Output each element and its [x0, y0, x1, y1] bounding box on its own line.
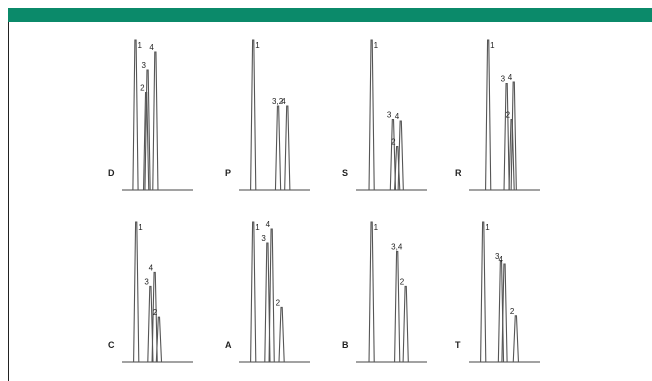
chromatogram-panel-A: A 134 2 [225, 220, 310, 363]
panel-label: S [342, 168, 348, 178]
peak-label: 3,2 [272, 97, 284, 106]
peak-label: 2 [391, 138, 396, 147]
peak [508, 118, 515, 191]
peak-label: 1 [374, 223, 379, 232]
peak [402, 285, 409, 363]
peak [133, 221, 140, 363]
peak-label: 3 [495, 252, 500, 261]
panel-label: B [342, 340, 349, 350]
peak [142, 91, 150, 191]
peak [389, 118, 397, 191]
peak [274, 105, 282, 191]
peak-label: 1 [255, 223, 260, 232]
chromatogram-panel-D: D 1 3 2 4 [108, 39, 193, 191]
peak [512, 315, 520, 363]
panel-label: R [455, 168, 462, 178]
peak-label: 3 [261, 234, 266, 243]
peak-label: 1 [485, 223, 490, 232]
peak-label: 4 [508, 73, 513, 82]
peak [501, 263, 508, 363]
peak [510, 81, 517, 191]
panel-label: C [108, 340, 115, 350]
chromatogram-panel-C: C 1 34 2 [108, 221, 193, 363]
peak [368, 221, 375, 363]
panel-label: A [225, 340, 232, 350]
peak [485, 39, 492, 191]
peak-label: 3 [144, 277, 149, 286]
peak-label: 3 [142, 61, 147, 70]
peak-label: 4 [149, 263, 154, 272]
peak-label: 4 [499, 255, 504, 264]
peak [397, 120, 404, 191]
peak [250, 39, 257, 191]
peak [147, 285, 154, 363]
peak-label: 1 [490, 41, 495, 50]
panel-label: T [455, 340, 461, 350]
peak-label: 4 [149, 43, 154, 52]
peak [264, 242, 271, 363]
peak [394, 250, 401, 363]
chromatogram-panel-T: T 1 3 4 2 [455, 221, 540, 363]
peak-label: 4 [395, 112, 400, 121]
peak [151, 271, 158, 363]
peak [155, 316, 163, 363]
peak [278, 306, 285, 363]
peak-label: 2 [510, 307, 515, 316]
peak-label: 2 [506, 111, 511, 120]
panel-label: P [225, 168, 231, 178]
peak [144, 69, 151, 191]
peak-label: 3 [501, 75, 506, 84]
peak-label: 1 [137, 41, 142, 50]
peak-label: 1 [255, 41, 260, 50]
chromatogram-panel-S: S 1 3 2 4 [342, 39, 427, 191]
peak-label: 4 [266, 220, 271, 229]
peak-label: 2 [140, 84, 145, 93]
left-border-rule [8, 22, 9, 381]
peak-label: 1 [138, 223, 143, 232]
peak [284, 105, 291, 191]
peak [368, 39, 375, 191]
peak-label: 2 [153, 308, 158, 317]
peak-label: 2 [276, 298, 281, 307]
peak [480, 221, 487, 363]
peak [250, 221, 257, 363]
peak-label: 4 [281, 97, 286, 106]
peak [132, 39, 139, 191]
chromatogram-panel-R: R 1 3 2 4 [455, 39, 540, 191]
peak [268, 228, 275, 363]
header-bar [8, 8, 652, 22]
chromatogram-panel-B: B 1 3,4 2 [342, 221, 427, 363]
peak-label: 1 [374, 41, 379, 50]
chromatogram-panel-P: P 1 3,24 [225, 39, 310, 191]
panel-label: D [108, 168, 115, 178]
peak-label: 3,4 [391, 242, 403, 251]
peak [152, 51, 159, 191]
peak [503, 82, 510, 191]
peak-label: 2 [400, 277, 405, 286]
peak-label: 3 [387, 111, 392, 120]
